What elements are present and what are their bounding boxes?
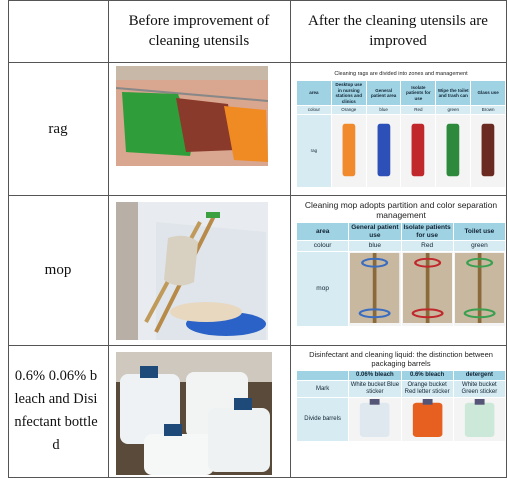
mini-header-cell: Glass use [471, 81, 506, 106]
mini-cell: Red [401, 106, 436, 115]
mini-cell: Mark [297, 381, 349, 398]
row-label: 0.6% 0.06% bleach and Disinfectant bottl… [14, 349, 98, 473]
utensil-image [455, 253, 504, 323]
mini-header-cell: 0.06% bleach [349, 371, 401, 381]
mini-image-cell [401, 398, 453, 442]
mini-image-cell [349, 398, 401, 442]
mini-row: mop [297, 251, 506, 327]
mini-image-cell [401, 114, 436, 187]
mini-title: Disinfectant and cleaning liquid: the di… [296, 349, 506, 370]
utensil-image [472, 116, 504, 184]
bleach-photo [116, 352, 272, 475]
border [8, 62, 507, 63]
border [108, 0, 109, 478]
mini-image-cell [471, 114, 506, 187]
row-label: mop [12, 199, 104, 341]
utensil-image [350, 253, 399, 323]
mini-image-cell [453, 398, 505, 442]
utensil-image [403, 253, 452, 323]
mini-cell: rag [297, 114, 332, 187]
rag-photo [116, 66, 268, 166]
border [290, 0, 291, 478]
border [8, 195, 507, 196]
mini-cell: blue [366, 106, 401, 115]
mini-cell: Divide barrels [297, 398, 349, 442]
utensil-image [403, 399, 452, 437]
mini-cell: green [453, 241, 505, 252]
mini-cell: White bucket Blue sticker [349, 381, 401, 398]
border [8, 345, 507, 346]
border [8, 0, 507, 1]
mini-header-cell: area [297, 223, 349, 241]
mini-cell: colour [297, 106, 332, 115]
mini-header-cell: Desktop use in nursing stations and clin… [331, 81, 366, 106]
border [8, 0, 9, 478]
mini-header-cell: area [297, 81, 332, 106]
mini-row: rag [297, 114, 506, 187]
header-before: Before improvement of cleaning utensils [112, 4, 286, 58]
mini-cell: Orange bucket Red letter sticker [401, 381, 453, 398]
utensil-image [350, 399, 399, 437]
mini-image-cell [366, 114, 401, 187]
mini-header-cell: Toilet use [453, 223, 505, 241]
mini-cell: Orange [331, 106, 366, 115]
utensil-image [455, 399, 504, 437]
utensil-image [333, 116, 365, 184]
mini-cell: Red [401, 241, 453, 252]
utensil-image [402, 116, 434, 184]
mini-image-cell [401, 251, 453, 327]
mop-photo [116, 202, 268, 340]
bleach-after-table: Disinfectant and cleaning liquid: the di… [296, 349, 506, 475]
mini-image-cell [453, 251, 505, 327]
rag-after-table: Cleaning rags are divided into zones and… [296, 70, 506, 190]
mini-header-cell: Isolate patients for use [401, 223, 453, 241]
mini-header-cell: Isolate patients for use [401, 81, 436, 106]
header-after: After the cleaning utensils are improved [294, 4, 502, 58]
mini-cell: Brown [471, 106, 506, 115]
mini-image-cell [436, 114, 471, 187]
page: Before improvement of cleaning utensils … [0, 0, 507, 478]
mini-header-cell: detergent [453, 371, 505, 381]
mini-cell: blue [349, 241, 401, 252]
mini-cell: mop [297, 251, 349, 327]
mini-image-cell [331, 114, 366, 187]
mini-header-cell: General patient use [349, 223, 401, 241]
utensil-image [437, 116, 469, 184]
row-label: rag [12, 66, 104, 191]
mini-cell: green [436, 106, 471, 115]
mini-header-cell: General patient area [366, 81, 401, 106]
mini-header-cell: Wipe the toilet and trash can [436, 81, 471, 106]
mini-title: Cleaning mop adopts partition and color … [296, 199, 506, 222]
mini-cell: colour [297, 241, 349, 252]
mop-after-table: Cleaning mop adopts partition and color … [296, 199, 506, 341]
mini-image-cell [349, 251, 401, 327]
mini-title: Cleaning rags are divided into zones and… [296, 70, 506, 80]
mini-header-cell: 0.6% bleach [401, 371, 453, 381]
mini-cell [297, 371, 349, 381]
utensil-image [368, 116, 400, 184]
mini-row: Divide barrels [297, 398, 506, 442]
mini-cell: White bucket Green sticker [453, 381, 505, 398]
